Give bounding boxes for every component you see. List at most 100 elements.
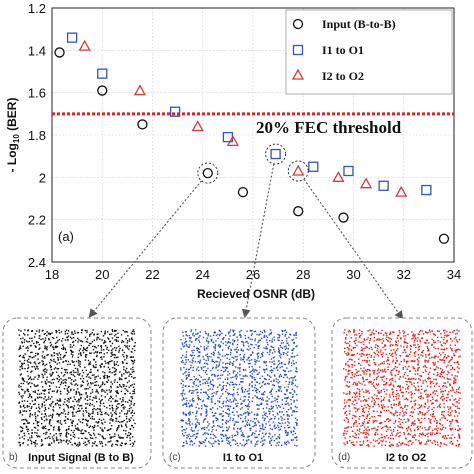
constellation-dot bbox=[443, 415, 445, 417]
constellation-dot bbox=[287, 344, 290, 346]
constellation-dot bbox=[235, 384, 238, 386]
constellation-dot bbox=[417, 368, 419, 371]
constellation-dot bbox=[181, 420, 183, 422]
constellation-dot bbox=[125, 346, 127, 348]
constellation-dot bbox=[217, 374, 220, 377]
constellation-dot bbox=[272, 406, 275, 408]
constellation-dot bbox=[366, 415, 368, 418]
constellation-dot bbox=[220, 433, 222, 435]
constellation-dot bbox=[74, 425, 77, 427]
constellation-dot bbox=[54, 367, 57, 369]
constellation-dot bbox=[50, 374, 53, 377]
constellation-dot bbox=[395, 344, 398, 346]
constellation-dot bbox=[48, 339, 50, 341]
constellation-dot bbox=[115, 340, 118, 342]
constellation-dot bbox=[59, 399, 62, 401]
constellation-dot bbox=[363, 415, 365, 417]
constellation-dot bbox=[422, 366, 425, 368]
constellation-dot bbox=[450, 437, 453, 439]
constellation-dot bbox=[227, 347, 230, 350]
constellation-dot bbox=[120, 386, 123, 388]
constellation-dot bbox=[408, 377, 410, 380]
constellation-dot bbox=[88, 352, 91, 354]
constellation-dot bbox=[51, 332, 53, 334]
constellation-dot bbox=[126, 331, 128, 333]
constellation-dot bbox=[425, 339, 428, 341]
constellation-dot bbox=[444, 417, 447, 419]
constellation-dot bbox=[442, 375, 444, 378]
constellation-dot bbox=[279, 422, 281, 425]
constellation-dot bbox=[285, 403, 288, 405]
y-tick-label: 2 bbox=[39, 170, 46, 185]
constellation-dot bbox=[115, 410, 117, 412]
constellation-dot bbox=[187, 359, 189, 361]
constellation-dot bbox=[121, 437, 124, 439]
constellation-dot bbox=[192, 357, 194, 359]
constellation-dot bbox=[277, 347, 280, 349]
constellation-dot bbox=[231, 362, 233, 364]
constellation-dot bbox=[442, 371, 444, 374]
constellation-dot bbox=[451, 395, 453, 397]
constellation-dot bbox=[81, 407, 83, 410]
constellation-dot bbox=[239, 366, 241, 369]
constellation-dot bbox=[115, 443, 117, 446]
constellation-dot bbox=[396, 429, 399, 432]
constellation-dot bbox=[270, 365, 272, 368]
constellation-dot bbox=[419, 330, 422, 332]
constellation-dot bbox=[442, 414, 444, 416]
constellation-dot bbox=[126, 345, 128, 347]
constellation-dot bbox=[53, 337, 55, 340]
constellation-dot bbox=[291, 349, 294, 352]
constellation-dot bbox=[203, 358, 205, 361]
constellation-dot bbox=[447, 364, 449, 367]
constellation-dot bbox=[64, 330, 67, 333]
constellation-dot bbox=[372, 439, 375, 441]
constellation-dot bbox=[94, 376, 96, 378]
constellation-dot bbox=[261, 444, 264, 447]
constellation-dot bbox=[185, 370, 187, 373]
constellation-dot bbox=[391, 391, 394, 394]
constellation-dot bbox=[20, 426, 23, 429]
constellation-dot bbox=[442, 426, 445, 429]
constellation-dot bbox=[429, 426, 431, 428]
constellation-dot bbox=[367, 426, 369, 428]
constellation-dot bbox=[106, 381, 108, 383]
constellation-dot bbox=[234, 383, 237, 385]
constellation-dot bbox=[458, 428, 461, 430]
constellation-dot bbox=[290, 364, 293, 367]
constellation-dot bbox=[380, 376, 382, 379]
constellation-dot bbox=[412, 337, 414, 339]
constellation-dot bbox=[60, 331, 63, 333]
constellation-dot bbox=[254, 421, 256, 424]
constellation-dot bbox=[124, 433, 127, 435]
constellation-dot bbox=[38, 337, 40, 339]
constellation-dot bbox=[55, 371, 58, 374]
constellation-dot bbox=[27, 347, 29, 350]
constellation-dot bbox=[72, 344, 75, 346]
constellation-dot bbox=[404, 406, 406, 408]
constellation-dot bbox=[377, 345, 379, 348]
constellation-dot bbox=[352, 441, 354, 443]
constellation-dot bbox=[225, 437, 228, 440]
constellation-dot bbox=[380, 440, 382, 442]
constellation-dot bbox=[220, 434, 223, 436]
constellation-dot bbox=[50, 354, 53, 356]
constellation-dot bbox=[237, 431, 239, 434]
constellation-dot bbox=[194, 423, 197, 425]
constellation-dot bbox=[57, 359, 59, 361]
constellation-dot bbox=[217, 390, 219, 393]
constellation-dot bbox=[344, 411, 346, 414]
constellation-dot bbox=[244, 369, 247, 371]
constellation-dot bbox=[436, 400, 438, 402]
constellation-dot bbox=[30, 441, 33, 443]
constellation-dot bbox=[287, 433, 289, 436]
constellation-dot bbox=[88, 376, 90, 378]
constellation-dot bbox=[28, 422, 31, 424]
constellation-dot bbox=[382, 404, 384, 406]
constellation-dot bbox=[385, 353, 387, 356]
constellation-dot bbox=[285, 400, 288, 402]
constellation-dot bbox=[22, 356, 24, 359]
constellation-dot bbox=[362, 432, 364, 434]
constellation-dot bbox=[131, 436, 134, 438]
constellation-dot bbox=[195, 406, 197, 409]
